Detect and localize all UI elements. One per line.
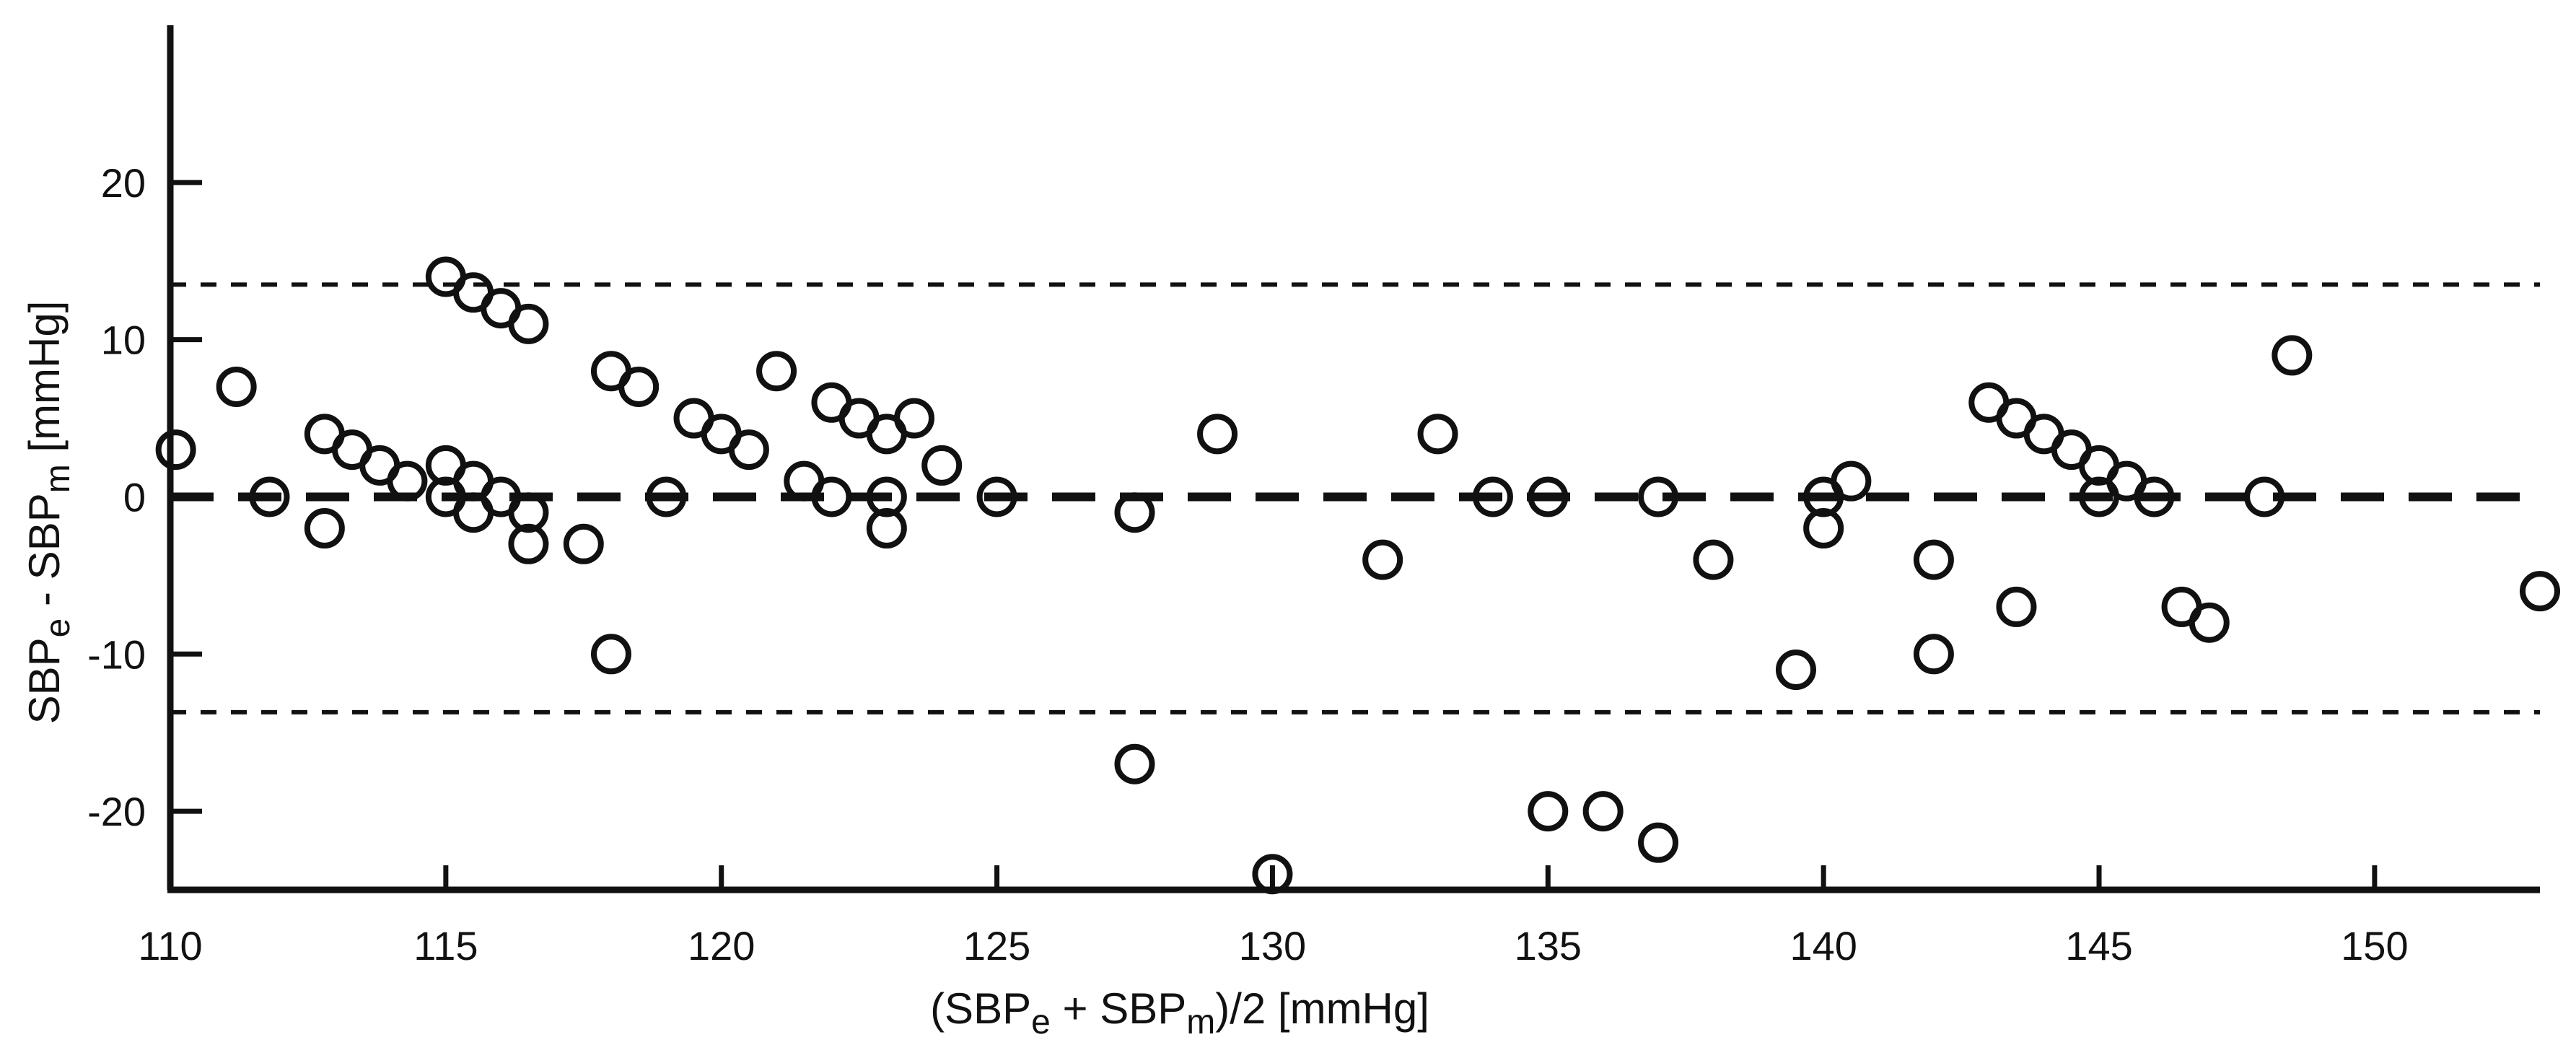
data-point <box>1528 476 1569 517</box>
data-point <box>155 429 196 471</box>
data-point <box>1775 650 1816 691</box>
x-axis-label: (SBPe + SBPm)/2 [mmHg] <box>930 984 1429 1041</box>
x-label-tail: )/2 [mmHg] <box>1215 984 1429 1033</box>
x-tick-label: 110 <box>138 923 202 969</box>
y-axis-label: SBPe - SBPm [mmHg] <box>20 301 77 725</box>
data-point <box>304 508 345 549</box>
x-label-sub1: e <box>1031 1003 1051 1041</box>
x-tick-label: 130 <box>1239 923 1306 969</box>
data-point <box>2244 476 2285 517</box>
y-tick-label: -10 <box>87 631 146 677</box>
y-label-main: SBP <box>20 637 69 724</box>
y-tick-label: 0 <box>123 474 146 520</box>
x-tick-label: 145 <box>2065 923 2132 969</box>
y-label-sub2: m <box>39 464 77 493</box>
data-points <box>155 256 2560 895</box>
data-point <box>1362 539 1403 580</box>
data-point <box>508 492 549 533</box>
data-point <box>1417 414 1458 455</box>
x-label-mid: + SBP <box>1051 984 1186 1033</box>
data-point <box>2271 335 2313 376</box>
y-tick-label: -20 <box>87 789 146 834</box>
data-point <box>1582 791 1624 832</box>
data-point <box>866 476 907 517</box>
y-tick-label: 20 <box>101 160 146 206</box>
data-point <box>1472 476 1513 517</box>
data-point <box>563 523 604 564</box>
y-label-sub1: e <box>39 618 77 638</box>
data-point <box>728 429 769 471</box>
data-point <box>1638 476 1679 517</box>
y-label-tail: [mmHg] <box>20 301 69 465</box>
x-tick-label: 150 <box>2341 923 2408 969</box>
data-point <box>976 476 1017 517</box>
reference-lines <box>170 282 2540 714</box>
data-point <box>1114 743 1155 784</box>
data-point <box>590 634 631 675</box>
axes <box>167 25 2540 893</box>
x-tick-label: 140 <box>1789 923 1857 969</box>
data-point <box>894 398 935 439</box>
data-point <box>2189 602 2230 643</box>
y-label-mid: - SBP <box>20 493 69 618</box>
y-tick-label: 10 <box>101 318 146 363</box>
data-point <box>387 460 428 502</box>
data-point <box>866 508 907 549</box>
x-label-main: (SBP <box>930 984 1031 1033</box>
data-point <box>1913 539 1954 580</box>
data-point <box>1528 791 1569 832</box>
data-point <box>1913 634 1954 675</box>
x-tick-label: 135 <box>1515 923 1582 969</box>
y-ticks: -20 -10 0 10 20 <box>87 160 202 834</box>
data-point <box>811 476 852 517</box>
data-point <box>2520 571 2560 612</box>
data-point <box>1831 460 1872 502</box>
data-point <box>1803 508 1844 549</box>
data-point <box>508 303 549 344</box>
data-point <box>1114 492 1155 533</box>
data-point <box>1693 539 1734 580</box>
x-tick-label: 125 <box>963 923 1030 969</box>
data-point <box>1996 586 2037 627</box>
data-point <box>618 366 660 407</box>
x-ticks: 110 115 120 125 130 135 140 145 150 <box>138 865 2409 969</box>
x-label-sub2: m <box>1186 1003 1215 1041</box>
data-point <box>508 523 549 564</box>
x-tick-label: 120 <box>688 923 755 969</box>
data-point <box>921 445 963 486</box>
data-point <box>1197 414 1238 455</box>
data-point <box>1638 822 1679 863</box>
data-point <box>249 476 290 517</box>
data-point <box>216 366 257 407</box>
data-point <box>2134 476 2175 517</box>
data-point <box>756 351 797 392</box>
data-point <box>646 476 687 517</box>
x-tick-label: 115 <box>413 923 478 969</box>
